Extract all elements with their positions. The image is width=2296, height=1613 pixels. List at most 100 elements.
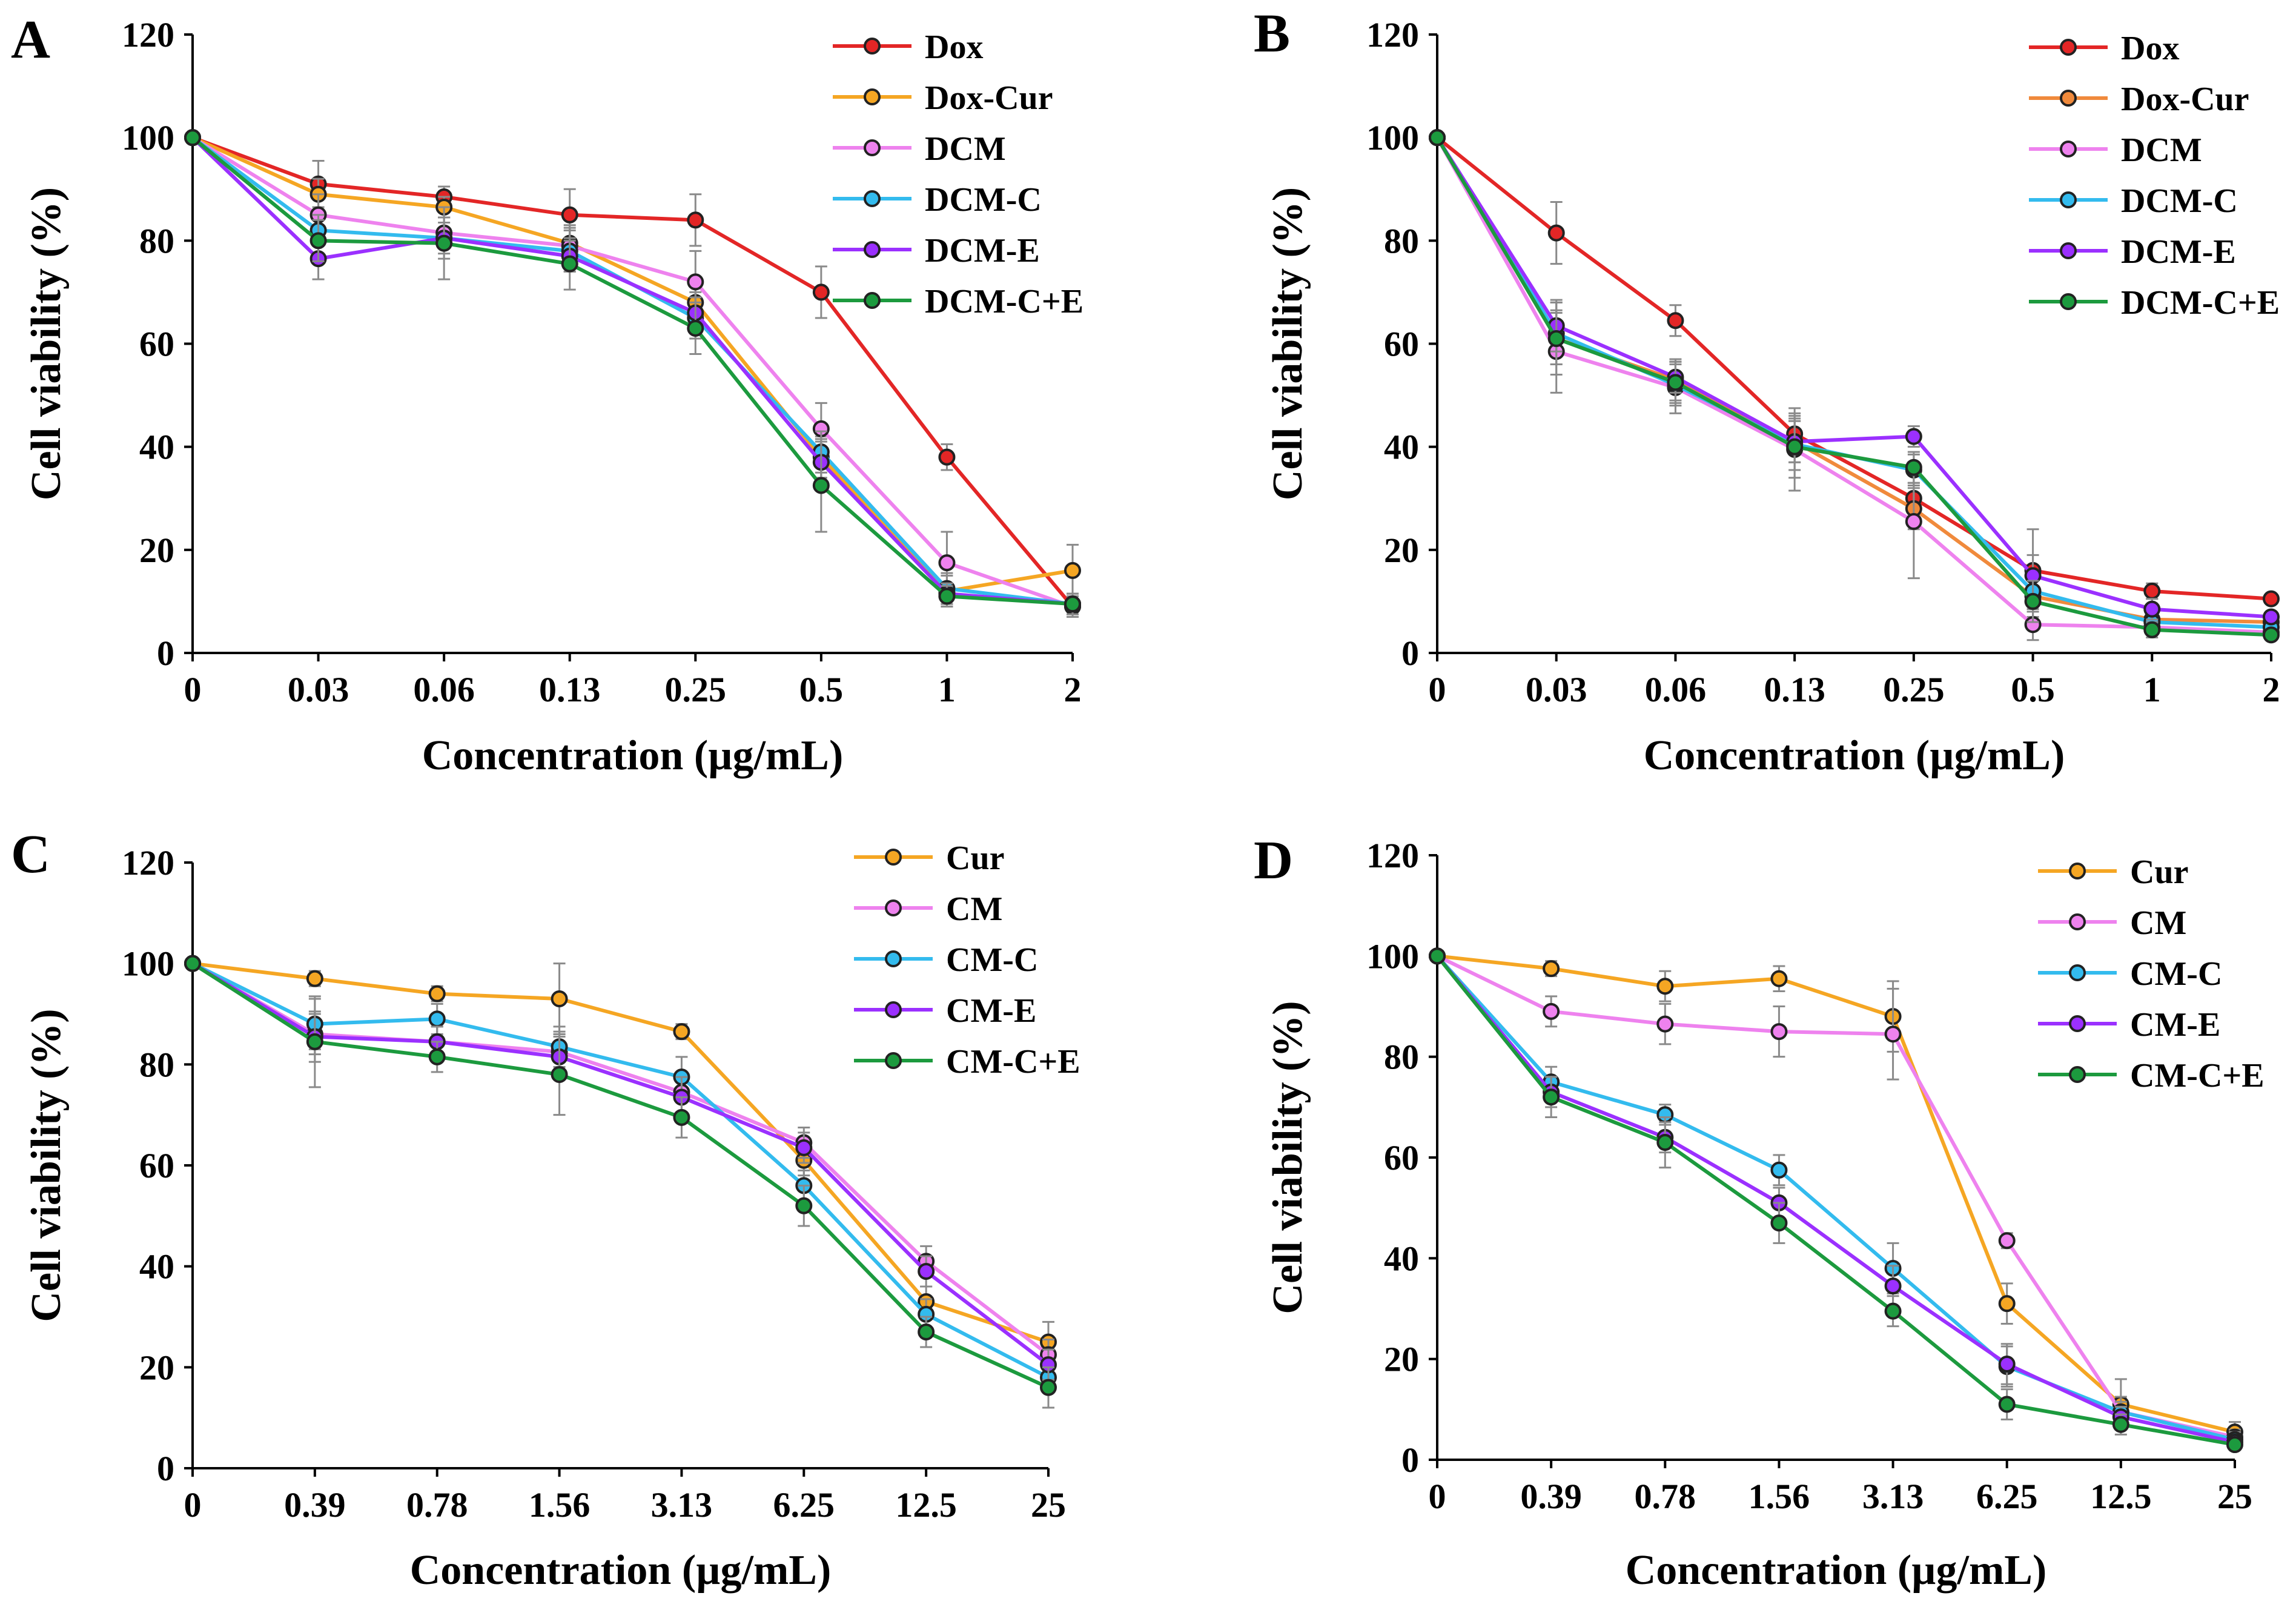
series-line — [1435, 955, 2235, 1447]
data-point — [306, 970, 323, 987]
series-line — [191, 962, 1050, 1366]
x-tick-label: 25 — [1031, 1485, 1066, 1525]
series-CM-C+E — [1429, 947, 2243, 1454]
x-tick-label: 1.56 — [1748, 1477, 1810, 1516]
y-tick-label: 0 — [157, 634, 174, 673]
y-tick-label: 80 — [1384, 1038, 1419, 1077]
legend-item: DCM-C — [833, 181, 1042, 219]
data-point — [918, 1263, 935, 1280]
x-tick-label: 3.13 — [1862, 1477, 1924, 1516]
legend-label: CM-E — [2130, 1006, 2220, 1044]
y-tick-label: 40 — [139, 428, 174, 467]
legend-item: CM-C+E — [854, 1043, 1080, 1081]
legend-swatch-marker — [864, 292, 881, 309]
data-point — [2263, 608, 2280, 626]
x-tick-label: 25 — [2217, 1477, 2252, 1516]
data-point — [812, 477, 830, 494]
x-tick-label: 2 — [2263, 670, 2280, 709]
legend-item: DCM — [2029, 131, 2202, 169]
data-point — [561, 255, 578, 273]
y-tick-label: 120 — [1366, 15, 1419, 55]
y-tick-label: 80 — [139, 221, 174, 260]
x-tick-label: 12.5 — [895, 1485, 957, 1525]
x-tick-label: 1.56 — [529, 1485, 591, 1525]
data-point — [938, 588, 956, 605]
series-line — [1435, 955, 2235, 1444]
legend-label: CM-C+E — [946, 1043, 1080, 1081]
data-point — [938, 448, 956, 466]
legend-swatch-marker — [864, 139, 881, 156]
legend-item: CM-E — [2038, 1006, 2220, 1044]
series-line — [191, 961, 1050, 1379]
legend-label: Dox — [925, 28, 983, 66]
legend-label: CM-C — [2130, 955, 2222, 993]
series-line — [191, 136, 1074, 608]
legend-swatch-marker — [2069, 1066, 2086, 1083]
x-tick-label: 0.78 — [1635, 1477, 1696, 1516]
y-tick-label: 60 — [139, 1146, 174, 1185]
data-point — [2263, 626, 2280, 644]
legend-label: DCM-E — [2121, 233, 2236, 271]
legend-label: DCM — [2121, 131, 2202, 169]
x-tick-label: 6.25 — [1976, 1477, 2038, 1516]
legend-label: CM-E — [946, 992, 1036, 1030]
legend-item: Cur — [854, 840, 1004, 877]
chart-panel-D: D 0 20 40 60 80 100 120 0 0.39 0.78 1.56 3.13 6.25 12.… — [1254, 830, 2265, 1594]
data-point — [795, 1139, 813, 1156]
data-point — [687, 211, 704, 229]
legend-swatch-marker — [2060, 191, 2077, 208]
legend-label: DCM-C — [2121, 182, 2238, 220]
legend-item: CM — [854, 890, 1002, 928]
data-point — [687, 319, 704, 337]
series-line — [1436, 954, 2235, 1439]
data-point — [551, 990, 568, 1007]
legend-swatch-marker — [864, 190, 881, 207]
legend-label: CM — [946, 890, 1002, 928]
chart-panel-A: A 0 20 40 60 80 100 120 0 0.03 0.06 0.13 0.25 0.5 1 2 Co… — [11, 10, 1083, 779]
legend: Dox Dox-Cur DCM DCM-C DCM-E DCM-C+E — [833, 28, 1083, 320]
x-tick-label: 12.5 — [2090, 1477, 2152, 1516]
chart-panel-B: B 0 20 40 60 80 100 120 0 0.03 0.06 0.13 0.25 0.5 1 2 Co… — [1254, 4, 2280, 779]
data-point — [1905, 459, 1922, 476]
data-point — [687, 273, 704, 291]
data-point — [306, 1033, 323, 1050]
x-tick-label: 0.25 — [1883, 670, 1945, 709]
legend-swatch-marker — [2060, 90, 2077, 107]
data-point — [2143, 582, 2161, 600]
panel-letter: C — [11, 824, 50, 884]
data-point — [1905, 513, 1922, 531]
legend-swatch-marker — [2060, 293, 2077, 310]
legend-swatch-marker — [2069, 1015, 2086, 1032]
data-point — [1905, 428, 1922, 445]
data-point — [1547, 224, 1565, 242]
legend-item: DCM-E — [2029, 233, 2236, 271]
y-tick-label: 40 — [1384, 1239, 1419, 1278]
chart-panel-C: C 0 20 40 60 80 100 120 0 0.39 0.78 1.56 3.13 6.25 12.… — [11, 824, 1080, 1594]
x-tick-label: 2 — [1064, 670, 1082, 709]
data-point — [1543, 1088, 1560, 1106]
series-line — [192, 961, 1049, 1344]
data-point — [561, 206, 578, 224]
legend-label: CM — [2130, 904, 2186, 942]
y-tick-label: 40 — [139, 1247, 174, 1287]
legend-swatch-marker — [2060, 141, 2077, 157]
data-point — [1770, 1214, 1788, 1232]
series-DCM-C+E — [184, 129, 1081, 615]
legend-swatch-marker — [864, 38, 881, 55]
data-point — [938, 554, 956, 572]
y-tick-label: 0 — [1401, 634, 1419, 673]
x-tick-label: 0 — [1429, 1477, 1446, 1516]
series-line — [1436, 136, 2272, 601]
legend-swatch-marker — [2069, 913, 2086, 930]
legend-label: DCM — [925, 130, 1006, 168]
legend-label: CM-C+E — [2130, 1057, 2265, 1095]
x-axis-title: Concentration (µg/mL) — [1644, 732, 2065, 779]
series-line — [191, 962, 1050, 1356]
y-tick-label: 100 — [1366, 936, 1419, 976]
legend-label: Dox — [2121, 30, 2179, 67]
x-tick-label: 0.5 — [2011, 670, 2055, 709]
data-point — [184, 129, 201, 147]
data-point — [1429, 947, 1446, 965]
legend: Cur CM CM-C CM-E CM-C+E — [854, 840, 1080, 1081]
y-tick-label: 100 — [122, 118, 174, 157]
